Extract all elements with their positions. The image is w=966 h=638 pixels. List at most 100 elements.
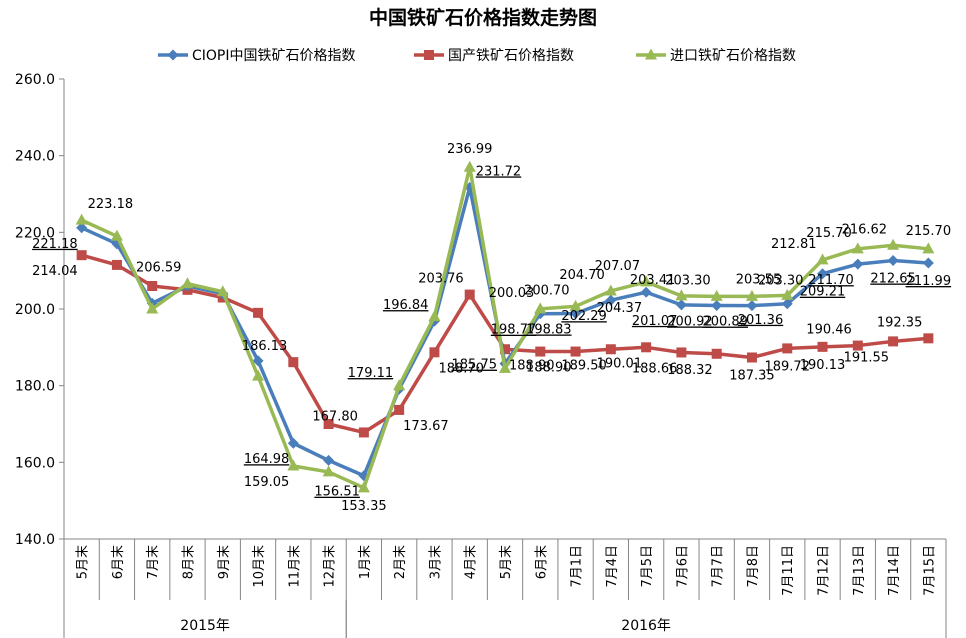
x-tick-label: 7月6日	[675, 545, 690, 588]
y-tick-label: 200.0	[15, 302, 55, 318]
legend-swatch-marker	[645, 48, 657, 60]
data-label: 198.77	[491, 323, 537, 338]
x-tick-label: 1月末	[358, 545, 373, 579]
x-tick-label: 5月末	[76, 545, 91, 579]
data-point	[640, 286, 652, 298]
data-point	[252, 355, 264, 367]
data-point	[640, 275, 653, 287]
x-tick-label: 4月末	[464, 545, 479, 579]
data-label: 204.70	[559, 268, 605, 283]
data-label: 203.41	[630, 273, 676, 288]
data-label: 236.99	[447, 142, 493, 157]
data-label: 212.81	[771, 237, 817, 252]
data-point	[852, 258, 864, 270]
data-point	[499, 361, 511, 373]
data-point	[287, 437, 299, 449]
data-label: 200.70	[524, 283, 570, 298]
legend-item-ciopi: CIOPI中国铁矿石价格指数	[158, 48, 356, 64]
data-label: 188.66	[632, 361, 678, 376]
data-point	[323, 419, 334, 429]
x-tick-label: 10月末	[252, 545, 267, 588]
data-point	[851, 242, 864, 254]
data-point	[782, 343, 793, 354]
data-point	[887, 255, 899, 267]
x-tick-label: 7月14日	[887, 545, 902, 596]
data-label: 216.62	[842, 222, 888, 237]
data-point	[181, 277, 194, 289]
legend-swatch-marker	[167, 49, 179, 61]
data-label: 187.35	[729, 368, 775, 383]
data-point	[569, 299, 582, 311]
data-point	[781, 288, 794, 300]
data-label: 215.70	[806, 226, 852, 241]
data-label: 153.35	[341, 499, 387, 514]
series-imported	[75, 160, 935, 493]
series-layer	[75, 160, 935, 493]
legend: CIOPI中国铁矿石价格指数 国产铁矿石价格指数 进口铁矿石价格指数	[158, 48, 796, 64]
data-point	[147, 281, 158, 291]
data-label: 192.35	[877, 315, 923, 330]
data-point	[852, 340, 863, 351]
data-label: 190.13	[800, 358, 846, 373]
data-label: 214.04	[32, 264, 78, 279]
data-point	[146, 302, 159, 314]
data-point	[675, 299, 687, 311]
data-point	[816, 253, 829, 265]
data-point	[394, 404, 405, 415]
x-tick-label: 9月末	[217, 545, 232, 579]
data-label: 209.21	[800, 285, 846, 300]
data-labels: 223.18 221.18 214.04 206.59 186.13 164.98 159.…	[32, 142, 951, 514]
y-tick-label: 240.0	[15, 149, 55, 165]
data-label: 211.99	[906, 274, 952, 289]
x-group-label: 2016年	[621, 618, 671, 634]
data-point	[357, 481, 370, 493]
data-point	[923, 333, 934, 344]
data-point	[887, 238, 900, 250]
chart-title: 中国铁矿石价格指数走势图	[369, 6, 597, 29]
data-label: 189.50	[561, 358, 607, 373]
data-point	[817, 268, 829, 280]
x-tick-label: 2月末	[393, 545, 408, 579]
data-point	[76, 222, 88, 234]
data-label: 196.84	[383, 298, 429, 313]
data-point	[323, 454, 335, 466]
x-tick-label: 7月15日	[922, 545, 937, 596]
data-point	[534, 302, 547, 314]
legend-item-domestic: 国产铁矿石价格指数	[414, 48, 574, 64]
data-point	[500, 344, 510, 355]
data-label: 206.59	[136, 261, 182, 276]
data-point	[710, 289, 723, 301]
data-label: 164.98	[244, 452, 290, 467]
data-point	[570, 346, 581, 357]
x-tick-label: 7月末	[146, 545, 161, 579]
data-label: 204.37	[597, 301, 643, 316]
data-label: 188.90	[509, 358, 555, 373]
x-tick-label: 3月末	[428, 545, 443, 579]
data-label: 189.72	[764, 359, 810, 374]
x-axis: 5月末 6月末 7月末 8月末 9月末 10月末 11月末 12月末 1月末 2月末 3月末 4月末 5…	[63, 538, 947, 638]
data-point	[641, 342, 652, 353]
data-label: 211.70	[808, 273, 854, 288]
x-tick-label: 11月末	[287, 545, 302, 588]
y-tick-label: 220.0	[15, 225, 55, 241]
data-label: 215.70	[906, 224, 952, 239]
data-point	[111, 259, 122, 270]
data-point	[535, 346, 546, 357]
data-label: 212.65	[870, 272, 916, 287]
data-label: 201.36	[738, 313, 784, 328]
legend-label: 进口铁矿石价格指数	[670, 48, 796, 64]
data-label: 203.76	[418, 272, 464, 287]
data-label: 200.03	[489, 286, 535, 301]
legend-label: 国产铁矿石价格指数	[448, 48, 574, 64]
data-label: 201.07	[632, 314, 678, 329]
data-label: 221.18	[32, 237, 78, 252]
legend-label: CIOPI中国铁矿石价格指数	[192, 48, 356, 64]
x-tick-label: 7月7日	[711, 545, 726, 588]
x-tick-label: 7月13日	[852, 545, 867, 596]
data-point	[711, 299, 723, 311]
data-label: 156.51	[314, 485, 360, 500]
data-point	[216, 285, 229, 297]
data-label: 231.72	[476, 164, 521, 179]
